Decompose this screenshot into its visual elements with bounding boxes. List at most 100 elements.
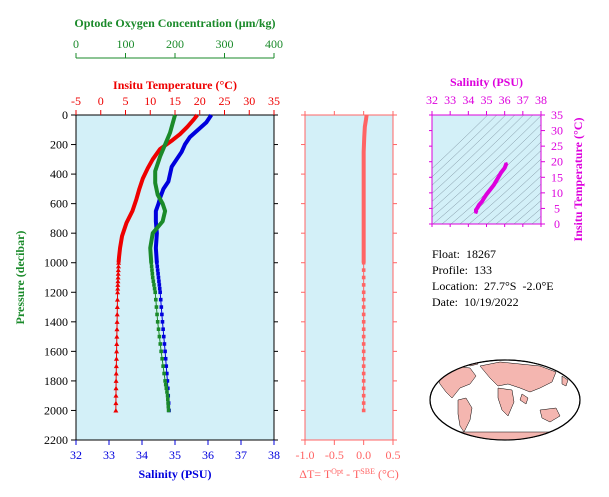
isopycnal-line — [522, 208, 541, 224]
ts-point — [476, 206, 479, 210]
ts-point — [492, 183, 495, 187]
oxygen-tick-label: 0 — [73, 37, 79, 51]
salinity-point — [163, 356, 168, 361]
oxygen-point — [154, 305, 159, 309]
salinity-point — [160, 320, 165, 324]
temperature-point — [115, 286, 121, 291]
temperature-tick-label: 25 — [219, 94, 231, 108]
temperature-point — [114, 304, 120, 310]
temperature-tick-label: 30 — [243, 94, 255, 108]
pressure-tick-label: 0 — [62, 108, 68, 122]
oxygen-point — [151, 279, 156, 283]
temperature-tick-label: -5 — [71, 94, 81, 108]
ts-point — [482, 197, 485, 200]
oxygen-point — [156, 327, 161, 332]
delta-tick-label: 0.0 — [356, 448, 371, 462]
delta-point — [361, 327, 366, 332]
pressure-tick-label: 600 — [50, 197, 68, 211]
ts-point — [499, 171, 503, 174]
temperature-point — [114, 311, 120, 317]
temperature-point — [115, 271, 121, 276]
temperature-tick-label: 20 — [194, 94, 206, 108]
oxygen-point — [162, 371, 166, 376]
ts-isopycnals — [432, 115, 541, 224]
delta-point — [361, 312, 366, 317]
date-text: Date: 10/19/2022 — [432, 295, 519, 309]
salinity-point — [158, 297, 163, 302]
ts-temperature-tick-label: 30 — [551, 124, 563, 138]
temperature-point — [113, 371, 119, 376]
oxygen-point — [166, 404, 171, 409]
delta-tick-label: 0.5 — [386, 448, 401, 462]
ts-temperature-tick-label: 15 — [551, 170, 563, 184]
oxygen-point — [166, 401, 170, 405]
oxygen-point — [161, 364, 165, 368]
delta-point — [361, 408, 366, 413]
temperature-point — [115, 282, 121, 287]
map-land — [435, 360, 569, 440]
salinity-tick-label: 36 — [202, 448, 214, 462]
temperature-tick-label: 35 — [268, 94, 280, 108]
delta-point — [361, 283, 366, 287]
pressure-tick-label: 1400 — [44, 315, 68, 329]
oxygen-point — [159, 349, 163, 354]
ts-point — [474, 208, 478, 212]
delta-point — [361, 290, 366, 295]
salinity-point — [157, 283, 162, 287]
salinity-point — [155, 268, 160, 272]
oxygen-line-upper — [148, 114, 177, 263]
salinity-axis-label: Salinity (PSU) — [138, 467, 211, 481]
profile-number-text: Profile: 133 — [432, 263, 492, 277]
isopycnal-line — [432, 115, 507, 186]
delta-plot-area — [304, 114, 394, 441]
temperature-tick-label: 5 — [123, 94, 129, 108]
delta-point — [361, 349, 366, 354]
delta-tick-label: -0.5 — [325, 448, 344, 462]
salinity-line-upper — [153, 113, 213, 263]
temperature-point — [115, 278, 121, 284]
ts-salinity-tick-label: 35 — [481, 93, 493, 107]
ts-point — [480, 200, 484, 203]
oxygen-point — [153, 290, 157, 295]
salinity-tick-label: 32 — [70, 448, 82, 462]
temperature-point — [113, 363, 119, 369]
ts-point — [503, 166, 506, 170]
temperature-point — [114, 297, 120, 302]
isopycnal-line — [432, 115, 525, 202]
oxygen-point — [158, 342, 163, 346]
ts-salinity-tick-label: 37 — [517, 93, 529, 107]
isopycnal-line — [468, 158, 541, 224]
salinity-tick-label: 37 — [235, 448, 247, 462]
salinity-point — [155, 264, 160, 269]
salinity-point — [163, 349, 167, 354]
salinity-point — [159, 305, 164, 309]
oxygen-point — [165, 390, 169, 394]
ts-point — [488, 188, 492, 191]
delta-axis-label: ΔT= TOpt - TSBE (°C) — [299, 467, 399, 482]
ts-salinity-tick-label: 33 — [444, 93, 456, 107]
land-shape — [479, 361, 557, 393]
oxygen-point — [150, 275, 155, 280]
oxygen-tick-label: 100 — [117, 37, 135, 51]
land-shape — [519, 393, 529, 405]
salinity-point — [158, 290, 162, 295]
oxygen-point — [164, 386, 169, 391]
profile-panel: 0200400600800100012001400160018002000220… — [13, 16, 283, 481]
pressure-tick-label: 1000 — [44, 256, 68, 270]
oxygen-point — [150, 268, 154, 272]
land-shape — [497, 387, 515, 417]
ts-salinity-tick-label: 38 — [535, 93, 547, 107]
oxygen-point — [152, 283, 156, 287]
ts-salinity-axis-label: Salinity (PSU) — [450, 75, 523, 89]
isopycnal-line — [504, 192, 541, 224]
world-map — [429, 359, 581, 441]
pressure-tick-label: 1200 — [44, 285, 68, 299]
temperature-point — [114, 341, 120, 346]
land-shape — [457, 397, 473, 433]
oxygen-tick-label: 200 — [166, 37, 184, 51]
temperature-point — [113, 407, 119, 413]
temperature-line-upper — [116, 113, 199, 263]
temperature-point — [113, 385, 119, 391]
delta-point — [361, 260, 366, 265]
